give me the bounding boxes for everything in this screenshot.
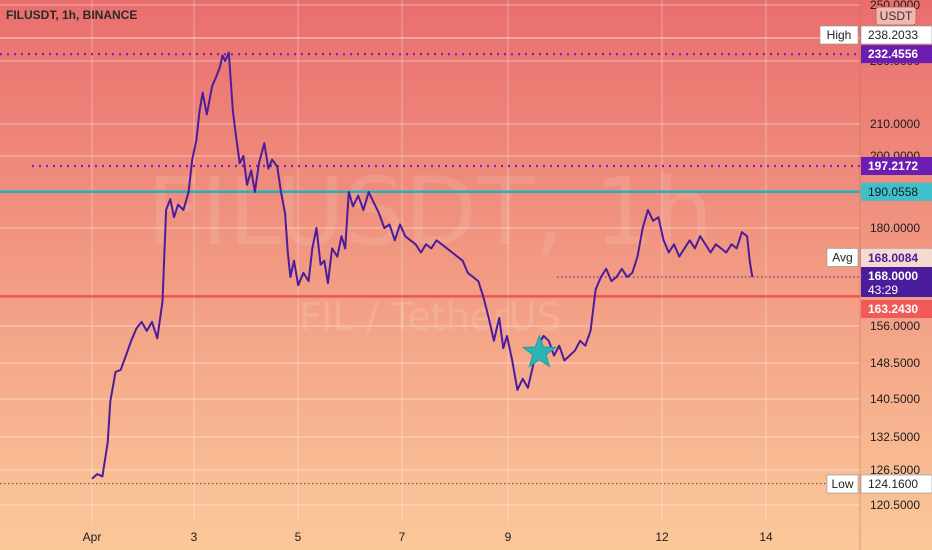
level-tag-190[interactable]: 190.0558 bbox=[861, 182, 932, 201]
y-tick-label: 148.5000 bbox=[870, 356, 920, 370]
x-tick-label: 3 bbox=[191, 530, 198, 544]
chart-title: FILUSDT, 1h, BINANCE bbox=[6, 8, 137, 22]
y-tick-label: 156.0000 bbox=[870, 319, 920, 333]
x-tick-label: 14 bbox=[759, 530, 773, 544]
currency-label: USDT bbox=[880, 9, 913, 23]
watermark-symbol: FILUSDT, 1h bbox=[147, 158, 714, 267]
star-annotation[interactable] bbox=[521, 334, 557, 368]
y-tick-label: 210.0000 bbox=[870, 117, 920, 131]
level-tag-197-text: 197.2172 bbox=[868, 159, 918, 173]
low-name-tag-text: Low bbox=[831, 477, 853, 491]
title-symbol: FILUSDT, 1h, BINANCE bbox=[6, 8, 137, 22]
horizontal-lines bbox=[0, 37, 860, 485]
y-tick-label: 132.5000 bbox=[870, 430, 920, 444]
prev-price-tag[interactable]: 168.0084 bbox=[861, 249, 932, 267]
high-price-tag[interactable]: 238.2033 bbox=[860, 25, 932, 45]
y-tick-label: 120.5000 bbox=[870, 498, 920, 512]
y-tick-label: 126.5000 bbox=[870, 463, 920, 477]
high-name-tag-text: High bbox=[827, 28, 852, 42]
high-price-tag-text: 238.2033 bbox=[868, 28, 918, 42]
level-tag-232-text: 232.4556 bbox=[868, 47, 918, 61]
low-price-tag-text: 124.1600 bbox=[868, 477, 918, 491]
y-tick-labels: 250.0000230.0000210.0000200.0000180.0000… bbox=[870, 0, 920, 512]
level-tag-190-text: 190.0558 bbox=[868, 185, 918, 199]
x-tick-label: 12 bbox=[655, 530, 669, 544]
x-tick-label: 5 bbox=[295, 530, 302, 544]
high-name-tag[interactable]: High bbox=[819, 25, 859, 45]
x-tick-label: 7 bbox=[399, 530, 406, 544]
level-tag-232[interactable]: 232.4556 bbox=[861, 45, 932, 64]
y-tick-label: 180.0000 bbox=[870, 221, 920, 235]
y-tick-label: 140.5000 bbox=[870, 392, 920, 406]
avg-name-tag[interactable]: Avg bbox=[826, 248, 859, 267]
level-tag-163-text: 163.2430 bbox=[868, 302, 918, 316]
low-price-tag[interactable]: 124.1600 bbox=[860, 474, 932, 494]
price-line bbox=[91, 51, 754, 480]
low-name-tag[interactable]: Low bbox=[826, 474, 859, 494]
watermark-pair: FIL / TetherUS bbox=[299, 295, 560, 339]
x-tick-labels: Apr 3 5 7 9 12 14 bbox=[83, 530, 773, 544]
countdown-text: 43:29 bbox=[868, 283, 898, 297]
level-tag-163[interactable]: 163.2430 bbox=[861, 300, 932, 318]
level-tag-197[interactable]: 197.2172 bbox=[861, 157, 932, 176]
avg-name-tag-text: Avg bbox=[832, 250, 852, 264]
axis-price-labels: High 238.2033 232.4556 197.2172 190.0558 Avg 1… bbox=[819, 25, 932, 494]
prev-price-tag-text: 168.0084 bbox=[868, 251, 918, 265]
grid-x bbox=[91, 0, 767, 522]
x-tick-label: Apr bbox=[83, 530, 102, 544]
currency-badge[interactable]: USDT bbox=[875, 6, 917, 26]
last-price-text: 168.0000 bbox=[868, 269, 918, 283]
x-tick-label: 9 bbox=[505, 530, 512, 544]
